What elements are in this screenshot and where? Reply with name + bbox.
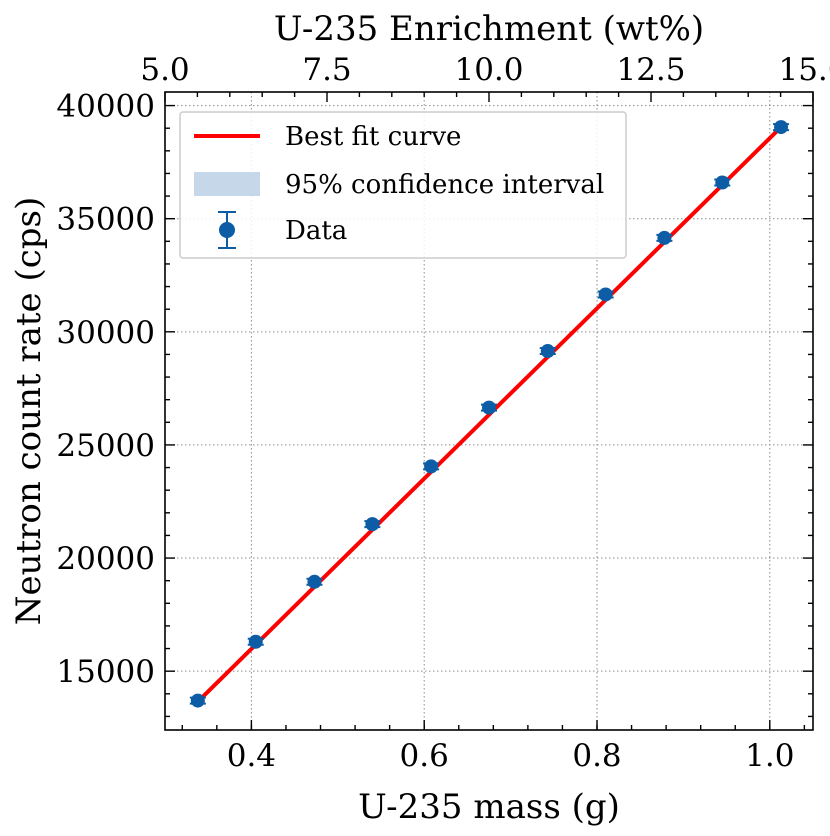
x-tick-label: 1.0 (745, 738, 794, 774)
data-point (306, 574, 323, 589)
x-axis-title: U-235 mass (g) (358, 787, 620, 827)
data-point (364, 517, 381, 532)
y-tick-label: 40000 (56, 89, 155, 125)
data-points-layer (189, 120, 790, 708)
data-marker (657, 230, 672, 245)
x-tick-label: 0.4 (227, 738, 276, 774)
data-point (539, 344, 556, 359)
x2-axis-title: U-235 Enrichment (wt%) (274, 9, 704, 49)
x2-tick-label: 12.5 (616, 52, 685, 88)
data-marker (774, 120, 789, 135)
legend-data-label: Data (285, 216, 347, 246)
legend-band-swatch (194, 172, 260, 196)
data-point (714, 175, 731, 190)
legend-marker (219, 222, 235, 238)
data-marker (190, 693, 205, 708)
data-marker (307, 574, 322, 589)
legend: Best fit curve 95% confidence interval D… (179, 111, 627, 259)
data-point (189, 693, 206, 708)
y-tick-label: 30000 (56, 315, 155, 351)
data-point (481, 400, 497, 415)
data-marker (248, 634, 263, 649)
data-point (423, 459, 440, 474)
data-point (247, 634, 264, 649)
x2-tick-label: 5.0 (140, 52, 189, 88)
data-point (656, 230, 673, 245)
tick-labels: 0.4 0.6 0.8 1.0 5.0 7.5 10.0 12.5 15.0 15000 20000… (56, 52, 830, 774)
data-marker (540, 344, 555, 359)
x2-tick-label: 15.0 (778, 52, 830, 88)
x2-tick-label: 7.5 (302, 52, 351, 88)
y-tick-label: 25000 (56, 428, 155, 464)
legend-data-swatch (218, 211, 236, 249)
data-marker (715, 175, 730, 190)
x2-tick-label: 10.0 (454, 52, 523, 88)
y-tick-label: 35000 (56, 202, 155, 238)
data-marker (365, 517, 380, 532)
x-tick-label: 0.8 (572, 738, 621, 774)
legend-band-label: 95% confidence interval (285, 170, 604, 200)
y-axis-title: Neutron count rate (cps) (9, 197, 49, 626)
data-marker (482, 400, 496, 415)
y-tick-label: 20000 (56, 541, 155, 577)
data-marker (424, 459, 439, 474)
tick-marks (164, 92, 814, 730)
legend-box (179, 111, 627, 259)
data-marker (598, 287, 613, 302)
y-tick-label: 15000 (56, 654, 155, 690)
data-point (773, 120, 790, 135)
legend-fit-label: Best fit curve (285, 122, 461, 152)
data-point (597, 287, 614, 302)
x-tick-label: 0.6 (400, 738, 449, 774)
